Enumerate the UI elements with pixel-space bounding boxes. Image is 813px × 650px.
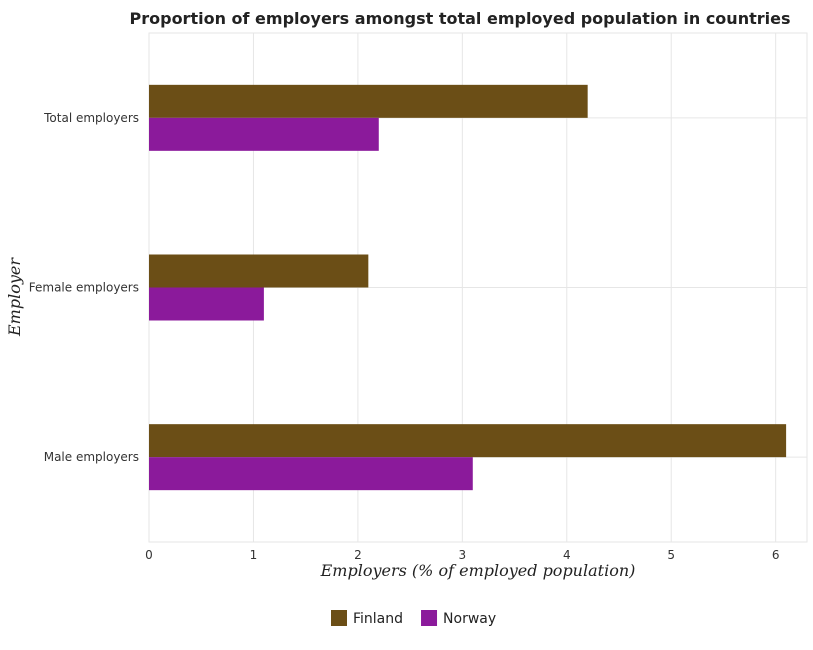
legend-swatch-norway: [421, 610, 438, 626]
x-tick-label: 0: [145, 548, 153, 562]
bar-finland-female-employers: [149, 254, 369, 288]
y-tick-label: Total employers: [43, 111, 139, 125]
x-tick-label: 4: [563, 548, 571, 562]
x-tick-label: 2: [354, 548, 362, 562]
x-tick-labels: 0 1 2 3 4 5 6: [145, 548, 779, 562]
legend-label-norway: Norway: [443, 611, 496, 627]
bar-norway-female-employers: [149, 287, 264, 321]
bars: [149, 84, 787, 491]
legend-label-finland: Finland: [353, 611, 403, 627]
bar-finland-male-employers: [149, 424, 787, 458]
x-tick-label: 3: [459, 548, 467, 562]
y-tick-label: Male employers: [44, 450, 139, 464]
x-tick-label: 5: [667, 548, 675, 562]
y-axis-label: Employer: [5, 257, 24, 337]
legend-swatch-finland: [331, 610, 347, 626]
bar-norway-male-employers: [149, 457, 473, 491]
y-tick-label: Female employers: [29, 281, 139, 295]
bar-norway-total-employers: [149, 117, 379, 151]
legend: Finland Norway: [331, 610, 496, 627]
x-tick-label: 1: [250, 548, 258, 562]
bar-finland-total-employers: [149, 84, 588, 118]
x-tick-label: 6: [772, 548, 780, 562]
x-axis-label: Employers (% of employed population): [320, 561, 636, 580]
y-tick-labels: Total employers Female employers Male empl…: [29, 111, 139, 464]
chart-title: Proportion of employers amongst total em…: [130, 9, 791, 28]
